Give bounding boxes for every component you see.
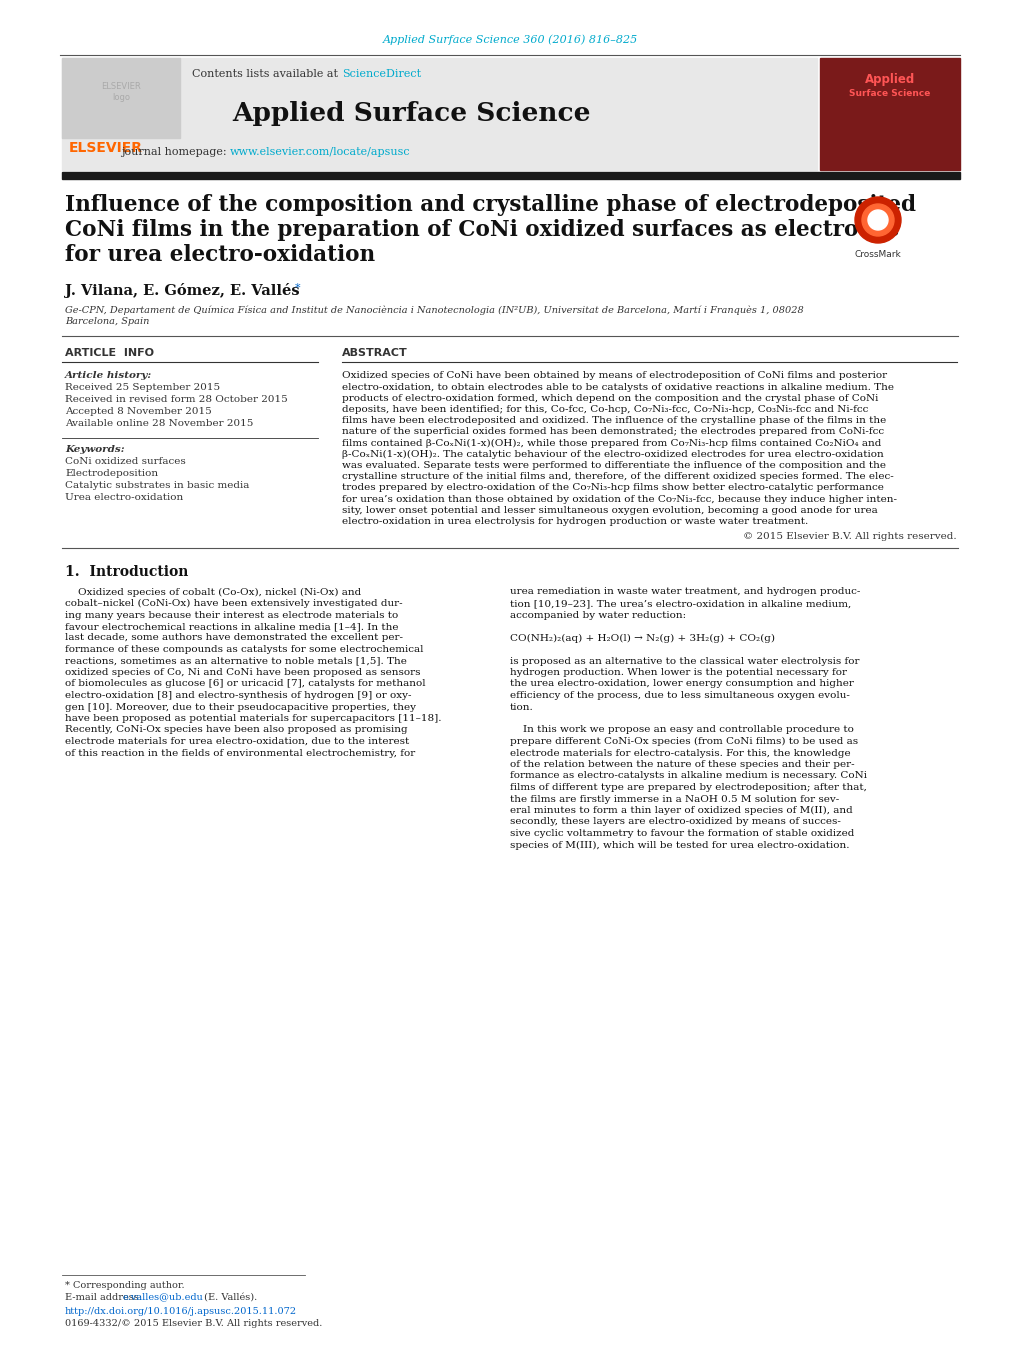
Text: journal homepage:: journal homepage: <box>121 147 229 157</box>
Text: ELSEVIER
logo: ELSEVIER logo <box>101 82 141 101</box>
Text: products of electro-oxidation formed, which depend on the composition and the cr: products of electro-oxidation formed, wh… <box>341 394 877 403</box>
Text: http://dx.doi.org/10.1016/j.apsusc.2015.11.072: http://dx.doi.org/10.1016/j.apsusc.2015.… <box>65 1308 297 1316</box>
Text: Received in revised form 28 October 2015: Received in revised form 28 October 2015 <box>65 396 287 404</box>
Text: nature of the superficial oxides formed has been demonstrated; the electrodes pr: nature of the superficial oxides formed … <box>341 427 883 436</box>
Text: Applied: Applied <box>864 73 914 86</box>
Text: 0169-4332/© 2015 Elsevier B.V. All rights reserved.: 0169-4332/© 2015 Elsevier B.V. All right… <box>65 1320 322 1328</box>
Text: ELSEVIER: ELSEVIER <box>69 141 143 155</box>
Text: E-mail address:: E-mail address: <box>65 1293 145 1301</box>
Text: Oxidized species of CoNi have been obtained by means of electrodeposition of CoN: Oxidized species of CoNi have been obtai… <box>341 372 887 381</box>
Text: tion [10,19–23]. The urea’s electro-oxidation in alkaline medium,: tion [10,19–23]. The urea’s electro-oxid… <box>510 598 851 608</box>
Text: crystalline structure of the initial films and, therefore, of the different oxid: crystalline structure of the initial fil… <box>341 473 893 481</box>
Text: * Corresponding author.: * Corresponding author. <box>65 1281 184 1289</box>
Text: formance of these compounds as catalysts for some electrochemical: formance of these compounds as catalysts… <box>65 644 423 654</box>
Text: cobalt–nickel (CoNi-Ox) have been extensively investigated dur-: cobalt–nickel (CoNi-Ox) have been extens… <box>65 598 403 608</box>
Text: CoNi films in the preparation of CoNi oxidized surfaces as electrodes: CoNi films in the preparation of CoNi ox… <box>65 219 898 240</box>
Text: ARTICLE  INFO: ARTICLE INFO <box>65 349 154 358</box>
Text: CoNi oxidized surfaces: CoNi oxidized surfaces <box>65 457 185 466</box>
Text: the films are firstly immerse in a NaOH 0.5 M solution for sev-: the films are firstly immerse in a NaOH … <box>510 794 839 804</box>
Text: gen [10]. Moreover, due to their pseudocapacitive properties, they: gen [10]. Moreover, due to their pseudoc… <box>65 703 416 712</box>
Text: CO(NH₂)₂(aq) + H₂O(l) → N₂(g) + 3H₂(g) + CO₂(g): CO(NH₂)₂(aq) + H₂O(l) → N₂(g) + 3H₂(g) +… <box>510 634 774 643</box>
Circle shape <box>867 209 888 230</box>
Text: Surface Science: Surface Science <box>849 89 929 97</box>
Text: films of different type are prepared by electrodeposition; after that,: films of different type are prepared by … <box>510 784 866 792</box>
Text: electro-oxidation, to obtain electrodes able to be catalysts of oxidative reacti: electro-oxidation, to obtain electrodes … <box>341 382 893 392</box>
Text: Contents lists available at: Contents lists available at <box>193 69 341 78</box>
Text: of biomolecules as glucose [6] or uricacid [7], catalysts for methanol: of biomolecules as glucose [6] or uricac… <box>65 680 425 689</box>
Text: deposits, have been identified; for this, Co-fcc, Co-hcp, Co₇Ni₃-fcc, Co₇Ni₃-hcp: deposits, have been identified; for this… <box>341 405 867 415</box>
Text: favour electrochemical reactions in alkaline media [1–4]. In the: favour electrochemical reactions in alka… <box>65 621 398 631</box>
Text: prepare different CoNi-Ox species (from CoNi films) to be used as: prepare different CoNi-Ox species (from … <box>510 736 857 746</box>
Text: was evaluated. Separate tests were performed to differentiate the influence of t: was evaluated. Separate tests were perfo… <box>341 461 886 470</box>
Text: hydrogen production. When lower is the potential necessary for: hydrogen production. When lower is the p… <box>510 667 846 677</box>
Text: Ge-CPN, Departament de Química Física and Institut de Nanociència i Nanotecnolog: Ge-CPN, Departament de Química Física an… <box>65 305 803 315</box>
Text: 1.  Introduction: 1. Introduction <box>65 565 189 580</box>
Text: Barcelona, Spain: Barcelona, Spain <box>65 317 149 327</box>
Text: films contained β-CoₓNi(1-x)(OH)₂, while those prepared from Co₇Ni₃-hcp films co: films contained β-CoₓNi(1-x)(OH)₂, while… <box>341 439 880 447</box>
Text: Applied Surface Science 360 (2016) 816–825: Applied Surface Science 360 (2016) 816–8… <box>382 35 637 46</box>
Text: secondly, these layers are electro-oxidized by means of succes-: secondly, these layers are electro-oxidi… <box>510 817 840 827</box>
Bar <box>62 58 179 138</box>
Text: urea remediation in waste water treatment, and hydrogen produc-: urea remediation in waste water treatmen… <box>510 588 860 597</box>
Text: sity, lower onset potential and lesser simultaneous oxygen evolution, becoming a: sity, lower onset potential and lesser s… <box>341 505 877 515</box>
Bar <box>819 58 959 170</box>
Text: Article history:: Article history: <box>65 372 152 381</box>
Text: © 2015 Elsevier B.V. All rights reserved.: © 2015 Elsevier B.V. All rights reserved… <box>743 532 956 542</box>
Text: films have been electrodeposited and oxidized. The influence of the crystalline : films have been electrodeposited and oxi… <box>341 416 886 426</box>
Text: formance as electro-catalysts in alkaline medium is necessary. CoNi: formance as electro-catalysts in alkalin… <box>510 771 866 781</box>
Text: tion.: tion. <box>510 703 533 712</box>
Circle shape <box>861 204 893 236</box>
Text: CrossMark: CrossMark <box>854 250 901 259</box>
Text: electro-oxidation in urea electrolysis for hydrogen production or waste water tr: electro-oxidation in urea electrolysis f… <box>341 517 807 526</box>
Text: the urea electro-oxidation, lower energy consumption and higher: the urea electro-oxidation, lower energy… <box>510 680 853 689</box>
Text: trodes prepared by electro-oxidation of the Co₇Ni₃-hcp films show better electro: trodes prepared by electro-oxidation of … <box>341 484 883 493</box>
Circle shape <box>854 197 900 243</box>
Text: ScienceDirect: ScienceDirect <box>341 69 421 78</box>
Text: β-CoₓNi(1-x)(OH)₂. The catalytic behaviour of the electro-oxidized electrodes fo: β-CoₓNi(1-x)(OH)₂. The catalytic behavio… <box>341 450 882 459</box>
Text: electrode materials for electro-catalysis. For this, the knowledge: electrode materials for electro-catalysi… <box>510 748 850 758</box>
Text: Influence of the composition and crystalline phase of electrodeposited: Influence of the composition and crystal… <box>65 195 915 216</box>
Text: is proposed as an alternative to the classical water electrolysis for: is proposed as an alternative to the cla… <box>510 657 859 666</box>
Text: efficiency of the process, due to less simultaneous oxygen evolu-: efficiency of the process, due to less s… <box>510 690 849 700</box>
Text: ABSTRACT: ABSTRACT <box>341 349 408 358</box>
Text: e.valles@ub.edu: e.valles@ub.edu <box>123 1293 204 1301</box>
Text: electrode materials for urea electro-oxidation, due to the interest: electrode materials for urea electro-oxi… <box>65 738 409 746</box>
Bar <box>62 58 816 170</box>
Text: of this reaction in the fields of environmental electrochemistry, for: of this reaction in the fields of enviro… <box>65 748 415 758</box>
Text: Electrodeposition: Electrodeposition <box>65 469 158 477</box>
Text: sive cyclic voltammetry to favour the formation of stable oxidized: sive cyclic voltammetry to favour the fo… <box>510 830 854 838</box>
Text: Accepted 8 November 2015: Accepted 8 November 2015 <box>65 408 212 416</box>
Text: Urea electro-oxidation: Urea electro-oxidation <box>65 493 183 501</box>
Text: www.elsevier.com/locate/apsusc: www.elsevier.com/locate/apsusc <box>229 147 411 157</box>
Text: eral minutes to form a thin layer of oxidized species of M(II), and: eral minutes to form a thin layer of oxi… <box>510 807 852 815</box>
Text: of the relation between the nature of these species and their per-: of the relation between the nature of th… <box>510 761 854 769</box>
Text: In this work we propose an easy and controllable procedure to: In this work we propose an easy and cont… <box>510 725 853 735</box>
Text: J. Vilana, E. Gómez, E. Vallés: J. Vilana, E. Gómez, E. Vallés <box>65 282 300 297</box>
Text: species of M(III), which will be tested for urea electro-oxidation.: species of M(III), which will be tested … <box>510 840 849 850</box>
Text: Received 25 September 2015: Received 25 September 2015 <box>65 384 220 393</box>
Text: have been proposed as potential materials for supercapacitors [11–18].: have been proposed as potential material… <box>65 713 441 723</box>
Text: oxidized species of Co, Ni and CoNi have been proposed as sensors: oxidized species of Co, Ni and CoNi have… <box>65 667 420 677</box>
Text: reactions, sometimes as an alternative to noble metals [1,5]. The: reactions, sometimes as an alternative t… <box>65 657 407 666</box>
Text: last decade, some authors have demonstrated the excellent per-: last decade, some authors have demonstra… <box>65 634 403 643</box>
Text: Available online 28 November 2015: Available online 28 November 2015 <box>65 420 253 428</box>
Text: *: * <box>294 282 301 293</box>
Text: (E. Vallés).: (E. Vallés). <box>201 1293 257 1301</box>
Text: for urea electro-oxidation: for urea electro-oxidation <box>65 245 375 266</box>
Text: Recently, CoNi-Ox species have been also proposed as promising: Recently, CoNi-Ox species have been also… <box>65 725 408 735</box>
Text: Applied Surface Science: Applied Surface Science <box>232 100 591 126</box>
Text: Oxidized species of cobalt (Co-Ox), nickel (Ni-Ox) and: Oxidized species of cobalt (Co-Ox), nick… <box>65 588 361 597</box>
Text: for urea’s oxidation than those obtained by oxidation of the Co₇Ni₃-fcc, because: for urea’s oxidation than those obtained… <box>341 494 896 504</box>
Text: Catalytic substrates in basic media: Catalytic substrates in basic media <box>65 481 249 489</box>
Text: electro-oxidation [8] and electro-synthesis of hydrogen [9] or oxy-: electro-oxidation [8] and electro-synthe… <box>65 690 411 700</box>
Text: Keywords:: Keywords: <box>65 444 124 454</box>
Text: accompanied by water reduction:: accompanied by water reduction: <box>510 611 686 620</box>
Text: ing many years because their interest as electrode materials to: ing many years because their interest as… <box>65 611 397 620</box>
Bar <box>62 172 959 178</box>
